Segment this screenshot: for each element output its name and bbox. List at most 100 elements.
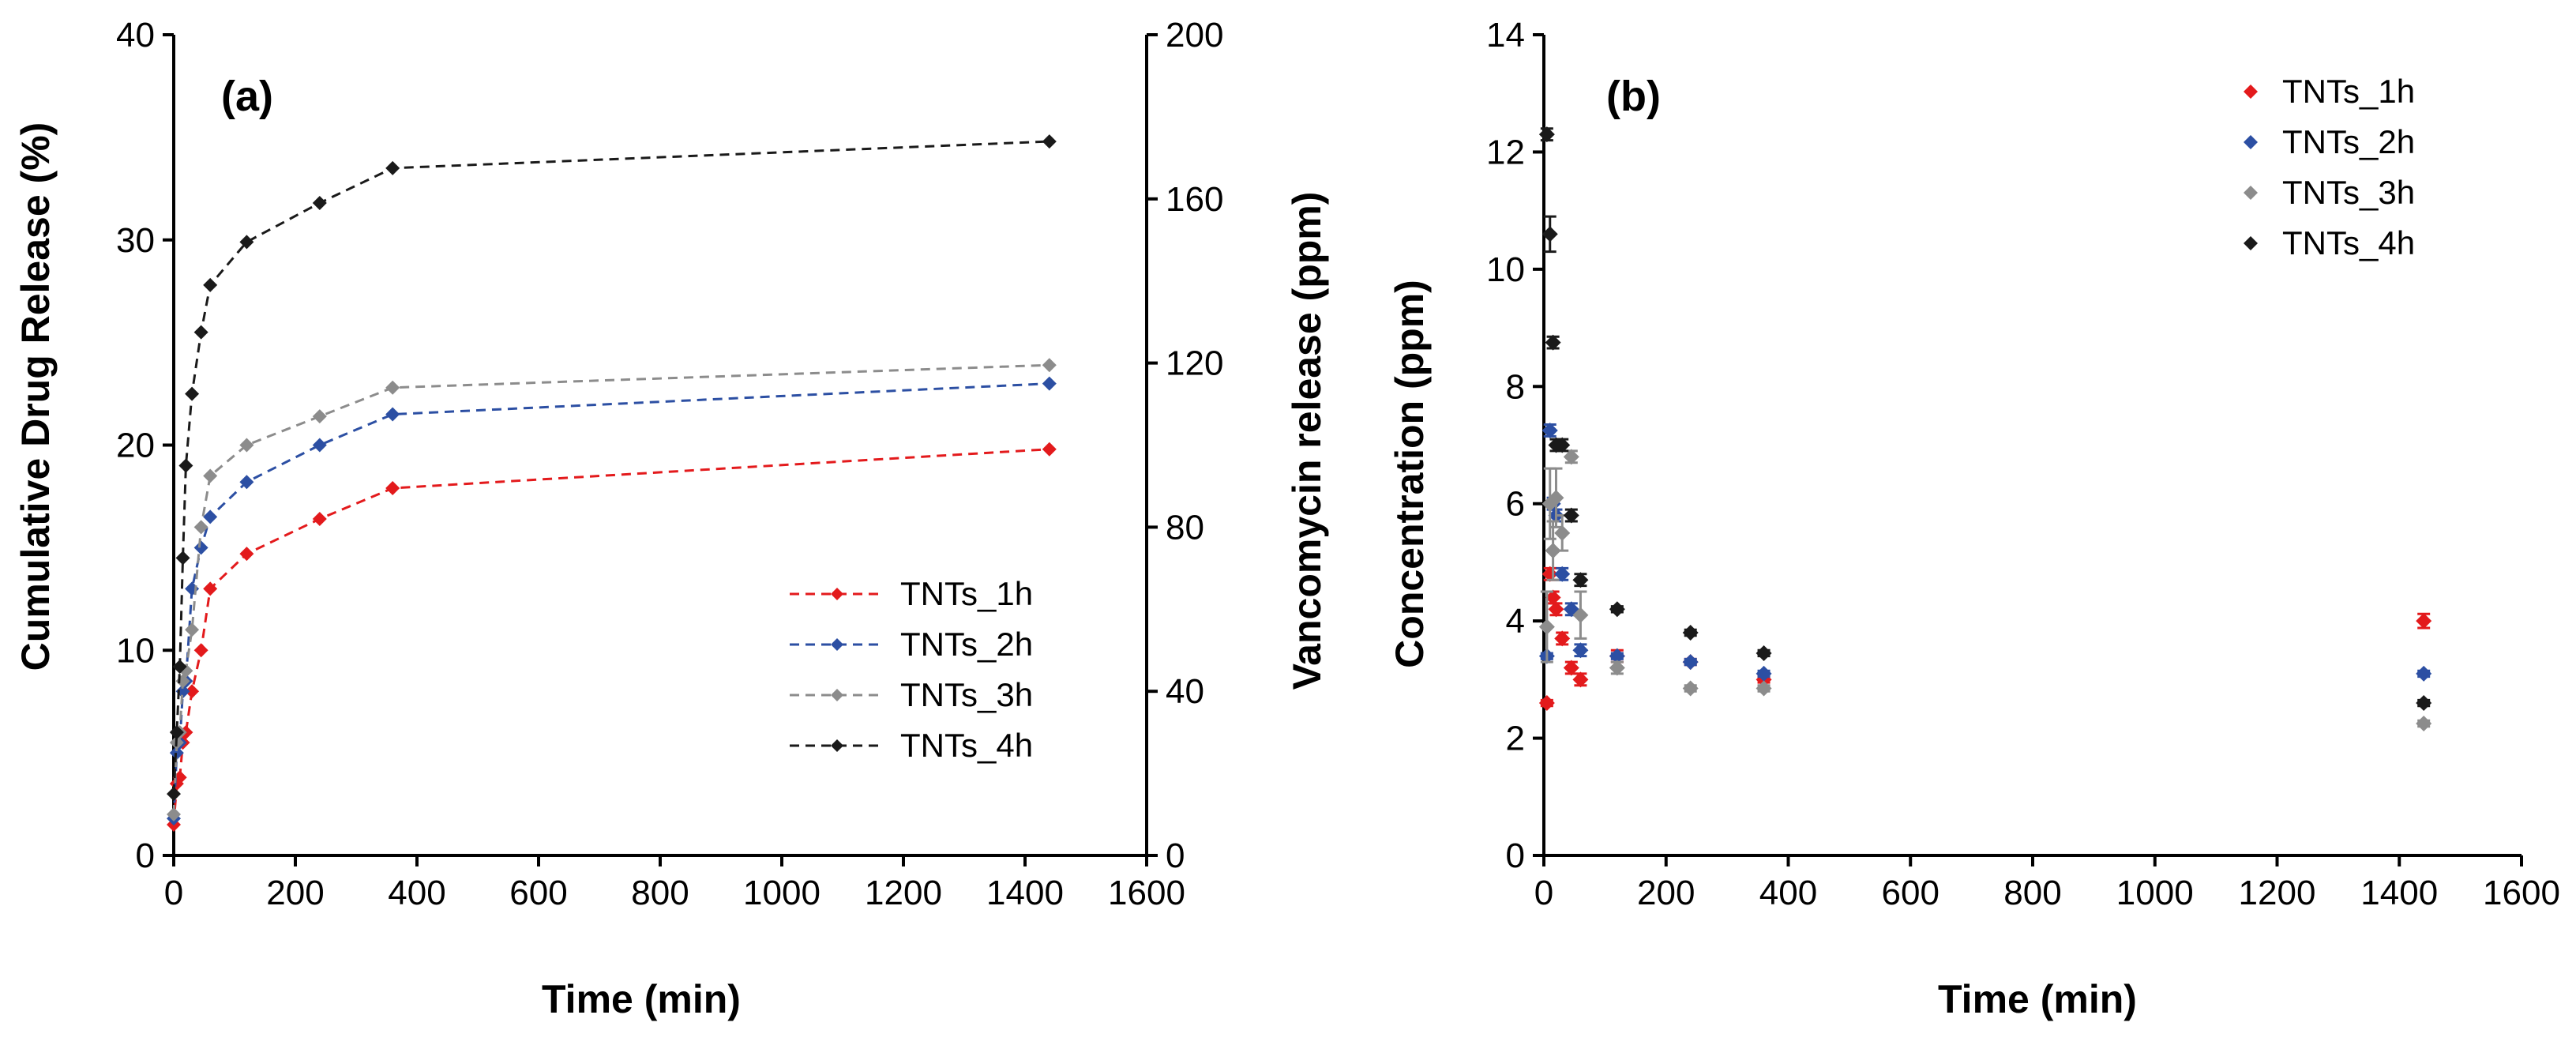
data-point <box>1042 442 1057 457</box>
y2-tick-label: 40 <box>1166 672 1204 711</box>
data-point <box>203 277 218 292</box>
x-tick-label: 1000 <box>743 874 820 912</box>
legend-label: TNTs_1h <box>2282 73 2415 110</box>
data-point <box>1545 543 1561 559</box>
panel-b: 0 200 400 600 800 1000 1200 1400 1600 0 2 4 6 8 10 12 14… <box>1388 16 2560 1021</box>
data-point <box>1682 624 1699 641</box>
x-tick-label: 200 <box>266 874 324 912</box>
series-line <box>172 448 1050 825</box>
data-point <box>1554 524 1571 541</box>
legend-label: TNTs_1h <box>900 575 1033 612</box>
data-point <box>1756 680 1772 697</box>
panel-a-x-axis-title: Time (min) <box>542 977 741 1021</box>
series-tnts-4h <box>167 134 1057 802</box>
data-point <box>239 235 254 250</box>
data-point <box>203 468 218 483</box>
x-tick-label: 1400 <box>986 874 1064 912</box>
data-point <box>1538 126 1555 143</box>
data-point <box>239 438 254 453</box>
data-point <box>1682 680 1699 697</box>
data-point <box>1572 671 1589 688</box>
x-tick-label: 800 <box>631 874 689 912</box>
panel-a-y-axis-title: Cumulative Drug Release (%) <box>13 122 58 671</box>
data-point <box>1563 449 1579 465</box>
data-point <box>385 380 400 395</box>
data-point <box>185 622 200 637</box>
data-point <box>1563 507 1579 524</box>
data-point <box>1541 226 1558 242</box>
y2-tick-label: 0 <box>1166 836 1185 875</box>
series-tnts-4h <box>1538 126 2432 712</box>
x-tick-label: 1600 <box>2483 874 2560 912</box>
panel-b-legend: TNTs_1h TNTs_2h TNTs_3h TNTs_4h <box>2244 73 2415 261</box>
legend-label: TNTs_3h <box>900 676 1033 713</box>
data-point <box>172 660 187 675</box>
data-point <box>167 807 181 822</box>
y2-tick-label: 80 <box>1166 508 1204 547</box>
data-point <box>2416 665 2432 682</box>
data-point <box>1548 601 1564 618</box>
x-tick-label: 400 <box>1759 874 1817 912</box>
y-tick-label: 4 <box>1506 602 1525 641</box>
legend-swatch-marker <box>831 739 843 752</box>
data-point <box>169 725 184 740</box>
panel-b-series <box>1538 126 2432 732</box>
x-tick-label: 600 <box>509 874 567 912</box>
data-point <box>2416 613 2432 630</box>
legend-label: TNTs_2h <box>2282 123 2415 160</box>
x-tick-label: 1600 <box>1108 874 1185 912</box>
series-tnts-2h <box>1538 422 2432 682</box>
y-tick-label: 0 <box>1506 836 1525 875</box>
data-point <box>1756 645 1772 661</box>
data-point <box>1609 660 1625 676</box>
data-point <box>203 509 218 524</box>
legend-label: TNTs_3h <box>2282 174 2415 211</box>
data-point <box>1538 695 1555 712</box>
data-point <box>1538 618 1555 635</box>
x-tick-label: 0 <box>1534 874 1553 912</box>
panel-a-series <box>167 134 1057 833</box>
legend-swatch-marker <box>831 638 843 651</box>
data-point <box>1545 589 1561 606</box>
data-point <box>1042 376 1057 391</box>
x-tick-label: 1000 <box>2116 874 2194 912</box>
data-point <box>1554 437 1571 453</box>
y-tick-label: 20 <box>116 427 155 465</box>
data-point <box>185 581 200 596</box>
data-point <box>193 325 208 340</box>
series-line <box>172 382 1050 819</box>
data-point <box>312 409 327 424</box>
panel-a-legend: TNTs_1h TNTs_2h TNTs_3h TNTs_4h <box>790 575 1033 764</box>
legend-swatch-marker <box>831 689 843 701</box>
legend-swatch-marker <box>2244 85 2258 99</box>
data-point <box>312 195 327 210</box>
data-point <box>2416 716 2432 732</box>
data-point <box>1545 334 1561 351</box>
panel-a-axes: 0 200 400 600 800 1000 1200 1400 160001020304004… <box>116 16 1223 912</box>
data-point <box>185 684 200 699</box>
data-point <box>167 787 181 802</box>
y2-tick-label: 160 <box>1166 180 1223 219</box>
x-tick-label: 600 <box>1882 874 1940 912</box>
x-tick-label: 200 <box>1637 874 1695 912</box>
legend-swatch-marker <box>2244 236 2258 250</box>
panel-a-y2-axis-title: Vancomycin release (ppm) <box>1285 192 1329 690</box>
x-tick-label: 1200 <box>865 874 942 912</box>
data-point <box>193 643 208 658</box>
data-point <box>1572 642 1589 659</box>
x-tick-label: 1200 <box>2239 874 2316 912</box>
data-point <box>1572 607 1589 623</box>
legend-swatch-marker <box>2244 135 2258 149</box>
legend-swatch-marker <box>831 588 843 600</box>
panel-a-label: (a) <box>221 73 273 120</box>
data-point <box>1548 490 1564 506</box>
y2-tick-label: 200 <box>1166 16 1223 55</box>
series-tnts-3h <box>1538 449 2432 732</box>
data-point <box>169 746 184 761</box>
data-point <box>1609 601 1625 618</box>
data-point <box>1554 630 1571 647</box>
data-point <box>312 512 327 527</box>
data-point <box>193 520 208 535</box>
